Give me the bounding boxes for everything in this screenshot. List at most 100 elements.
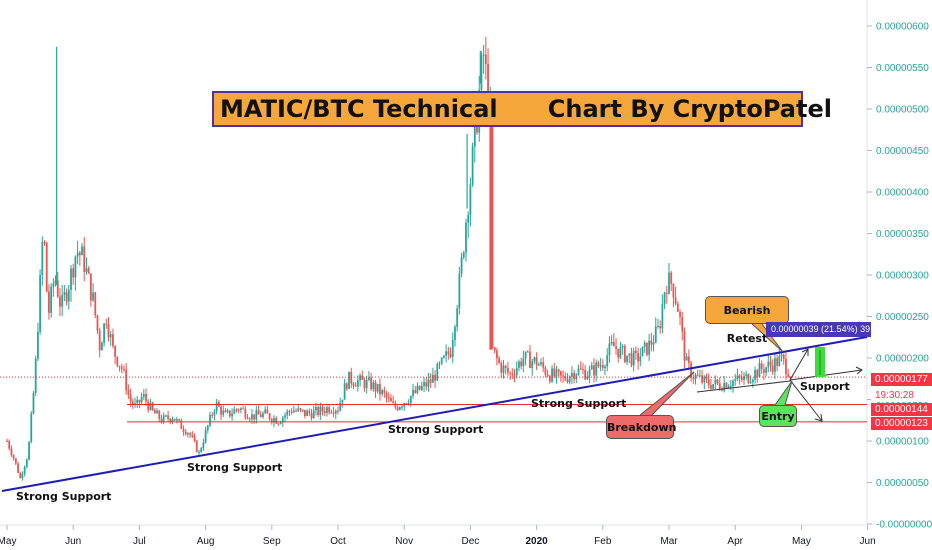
arrow-head: [801, 348, 809, 356]
candle-up: [204, 430, 207, 443]
candle-up: [398, 407, 401, 410]
candle-down: [65, 292, 68, 302]
candle-down: [299, 408, 302, 410]
candle-up: [703, 376, 706, 383]
candle-down: [59, 296, 61, 307]
candle-down: [45, 242, 48, 292]
candle-down: [513, 374, 516, 376]
candle-down: [584, 369, 587, 380]
candle-down: [696, 374, 699, 376]
candle-down: [507, 367, 509, 373]
candle-up: [727, 386, 730, 389]
candle-up: [412, 390, 414, 397]
candle-up: [632, 350, 635, 366]
candle-down: [83, 246, 86, 273]
candle-down: [8, 441, 11, 449]
candle-up: [341, 399, 344, 403]
candle-down: [10, 448, 13, 456]
candle-down: [56, 280, 59, 297]
last-price-label: 0.00000177: [871, 373, 932, 386]
candle-down: [352, 383, 355, 386]
candle-up: [515, 367, 518, 376]
candle-down: [43, 242, 46, 244]
candle-up: [590, 365, 593, 370]
candle-up: [751, 379, 754, 382]
candle-down: [268, 413, 271, 420]
candle-down: [676, 303, 679, 312]
candle-down: [679, 311, 681, 318]
candle-down: [776, 358, 779, 366]
candle-up: [694, 374, 697, 379]
candle-up: [454, 326, 456, 341]
arrow-head: [814, 413, 823, 422]
candle-up: [736, 375, 739, 380]
candle-up: [780, 354, 783, 357]
candle-down: [771, 365, 774, 372]
candle-up: [555, 369, 558, 377]
candle-down: [789, 376, 792, 378]
candle-down: [244, 408, 247, 418]
candle-down: [290, 411, 293, 413]
candle-up: [734, 379, 737, 381]
candle-up: [149, 402, 152, 410]
candle-up: [215, 402, 218, 412]
candle-up: [140, 396, 143, 403]
candle-down: [107, 324, 110, 338]
candle-up: [577, 368, 580, 375]
candle-up: [136, 399, 139, 404]
x-tick-label: Sep: [263, 536, 281, 547]
candle-up: [749, 381, 752, 383]
candle-up: [458, 273, 461, 309]
candle-down: [304, 410, 306, 416]
candle-up: [469, 184, 472, 216]
candle-down: [434, 374, 436, 381]
candle-up: [473, 120, 476, 147]
candle-up: [522, 358, 525, 367]
candle-down: [418, 385, 421, 390]
candle-down: [14, 458, 17, 464]
candle-down: [317, 407, 320, 415]
candle-down: [782, 354, 785, 360]
support-144-label: 0.00000144: [871, 403, 932, 416]
candle-down: [242, 408, 245, 410]
candle-down: [672, 283, 675, 298]
candle-down: [760, 363, 763, 370]
candle-down: [429, 379, 432, 383]
candle-up: [456, 308, 459, 327]
candle-down: [721, 388, 723, 391]
candle-down: [253, 414, 256, 420]
candle-down: [330, 412, 333, 414]
candle-down: [670, 272, 673, 284]
candle-down: [504, 365, 507, 368]
candle-up: [281, 417, 284, 423]
candle-up: [712, 384, 715, 389]
candle-down: [725, 382, 728, 389]
candle-up: [372, 382, 375, 390]
candle-up: [171, 418, 174, 422]
candle-down: [167, 415, 169, 419]
candle-down: [559, 371, 562, 376]
candle-down: [12, 455, 15, 459]
candle-up: [420, 386, 423, 390]
candle-down: [228, 410, 231, 417]
candle-up: [401, 406, 403, 408]
candle-down: [72, 268, 75, 278]
candle-down: [379, 383, 381, 395]
candle-down: [118, 365, 121, 367]
candle-down: [220, 406, 222, 415]
candle-up: [74, 256, 77, 278]
candle-up: [533, 357, 536, 362]
candle-down: [546, 374, 549, 377]
candle-down: [623, 345, 626, 363]
candle-down: [6, 441, 8, 442]
candle-down: [129, 394, 132, 402]
candle-down: [710, 385, 712, 389]
candle-up: [663, 292, 666, 305]
candle-up: [52, 283, 55, 287]
arrow-head: [855, 366, 863, 375]
candle-down: [630, 353, 633, 366]
candle-down: [191, 435, 194, 437]
candle-up: [754, 370, 756, 380]
candle-down: [557, 369, 560, 372]
